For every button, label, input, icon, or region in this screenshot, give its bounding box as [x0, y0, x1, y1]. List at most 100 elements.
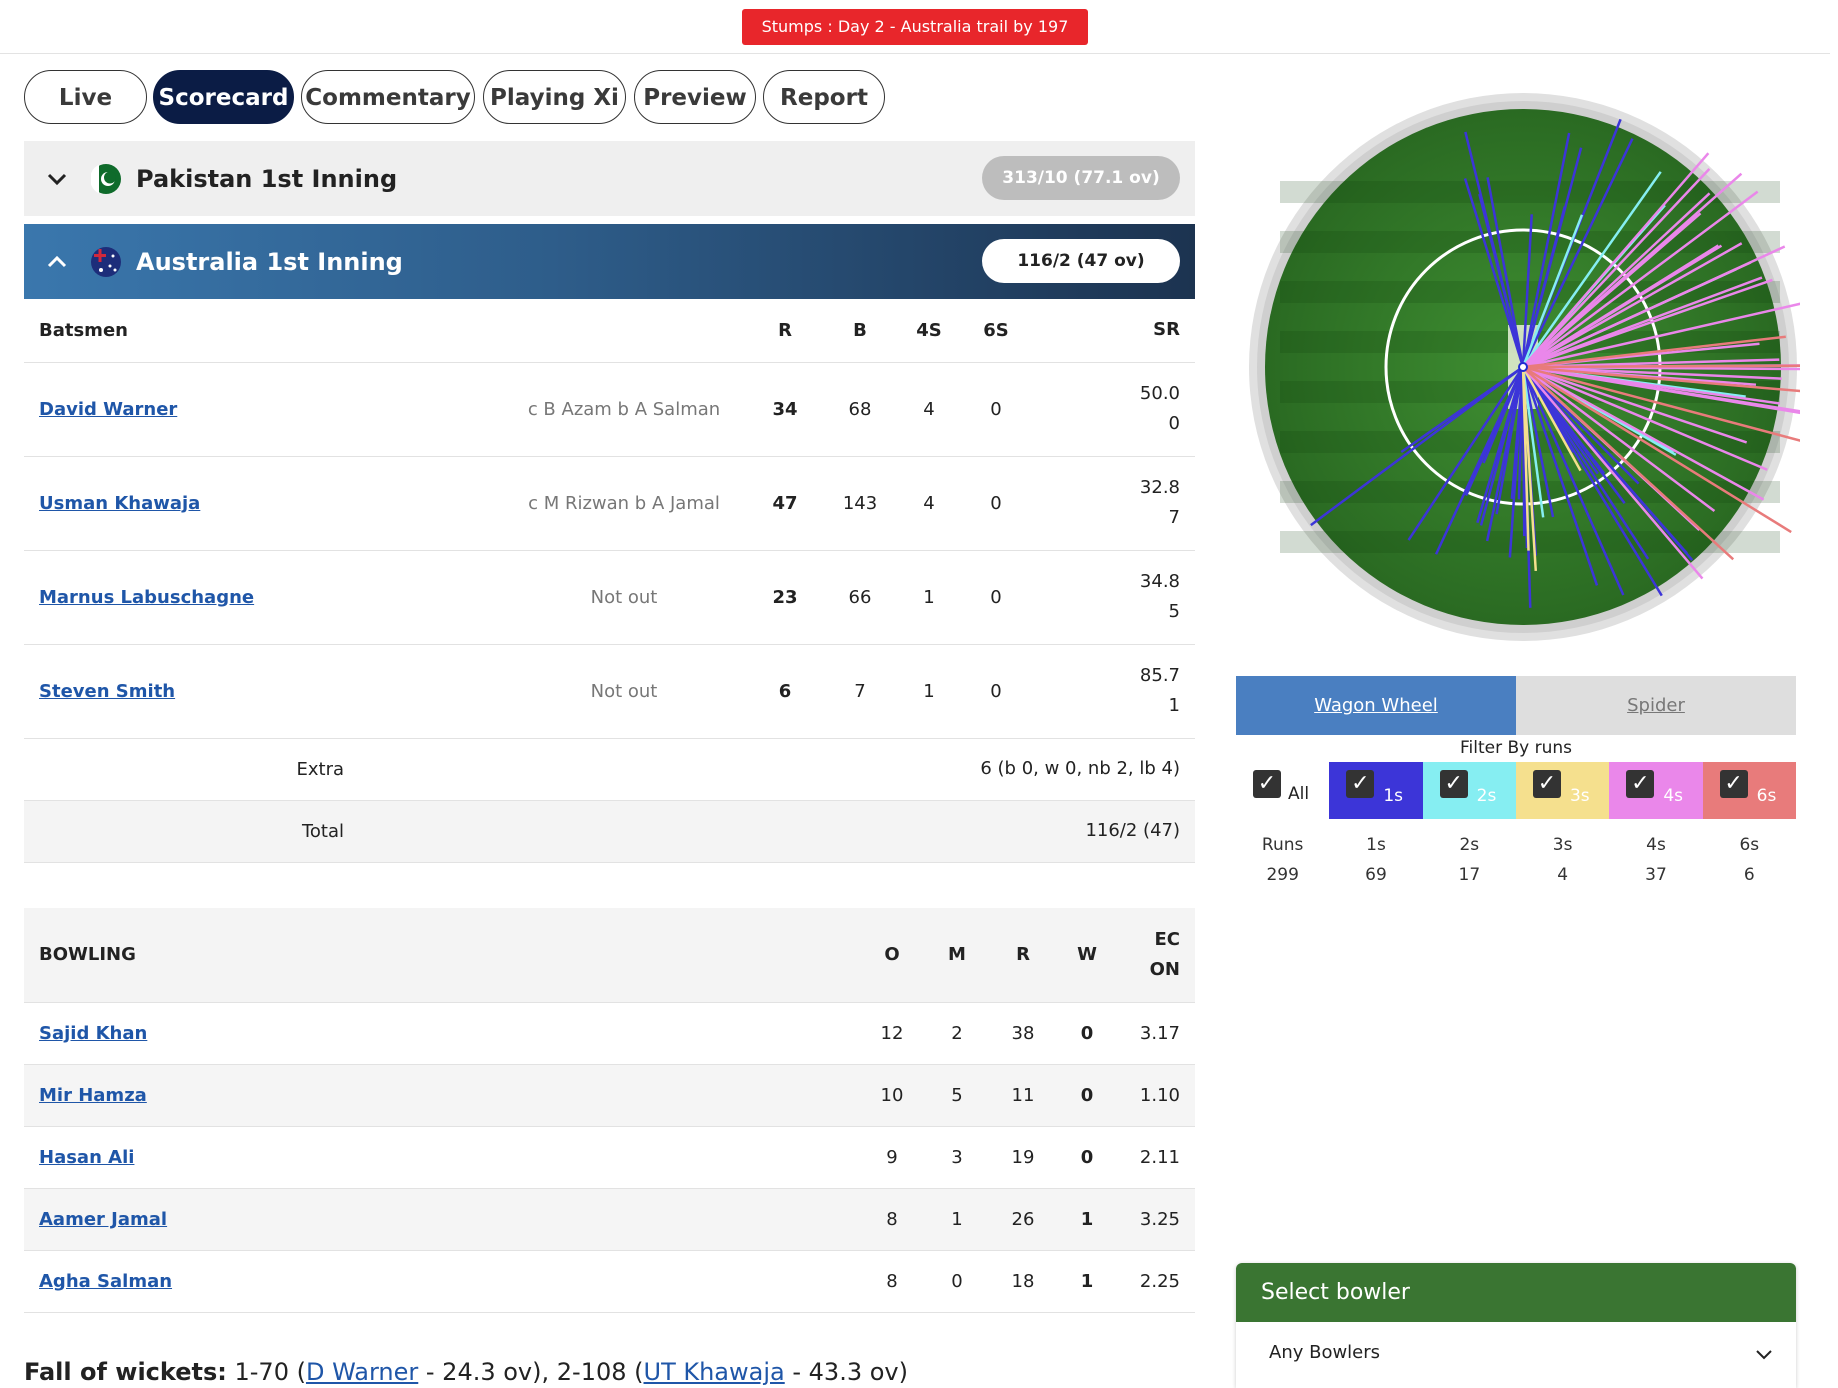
shot-line — [1522, 302, 1800, 369]
fow-player-link[interactable]: D Warner — [305, 1358, 419, 1386]
runs-cell: 18 — [1011, 1270, 1035, 1292]
chevron-down-icon — [47, 173, 67, 185]
economy-cell: 2.25 — [1139, 1270, 1180, 1292]
filter-6s[interactable]: ✓ 6s — [1702, 762, 1796, 819]
bowler-row: Aamer Jamal 8 1 26 1 3.25 — [24, 1188, 1195, 1250]
chevron-up-icon — [47, 255, 67, 267]
checkbox-checked-icon[interactable]: ✓ — [1253, 770, 1281, 798]
bowler-name-link[interactable]: Aamer Jamal — [39, 1208, 168, 1230]
tab-report[interactable]: Report — [763, 70, 885, 124]
shot-line — [1495, 366, 1525, 515]
batting-header-row: Batsmen R B 4S 6S SR — [24, 299, 1195, 362]
checkbox-checked-icon[interactable]: ✓ — [1346, 770, 1375, 798]
filter-label: All — [1288, 784, 1310, 804]
strike-rate-cell: 32.8 7 — [1139, 477, 1180, 528]
economy-cell: 3.17 — [1139, 1022, 1180, 1044]
dismissal-text: c M Rizwan b A Jamal — [528, 492, 720, 514]
wickets-header: W — [1077, 944, 1097, 966]
tab-preview[interactable]: Preview — [634, 70, 756, 124]
filter-2s[interactable]: ✓ 2s — [1422, 762, 1516, 819]
bowling-header: BOWLING — [39, 944, 136, 966]
maidens-cell: 3 — [951, 1146, 963, 1168]
batsman-row: Steven Smith Not out 6 7 1 0 85.7 1 — [24, 644, 1195, 738]
match-status-banner: Stumps : Day 2 - Australia trail by 197 … — [742, 9, 1088, 72]
filter-label: 2s — [1476, 786, 1497, 806]
fow-player-link[interactable]: UT Khawaja — [643, 1358, 785, 1386]
spider-tab[interactable]: Spider — [1516, 676, 1796, 735]
filter-title: Filter By runs — [1459, 738, 1573, 758]
wagon-wheel-tab[interactable]: Wagon Wheel — [1236, 676, 1516, 735]
wagon-wheel-graphic — [1249, 93, 1800, 641]
tab-playing-xi[interactable]: Playing Xi — [483, 70, 626, 124]
bowler-dropdown-value: Any Bowlers — [1269, 1342, 1381, 1363]
inning-score-badge: 116/2 (47 ov) — [982, 239, 1180, 283]
bowler-name-link[interactable]: Hasan Ali — [39, 1146, 135, 1168]
runs-cell: 6 — [778, 680, 792, 702]
batsman-name-link[interactable]: Marnus Labuschagne — [39, 586, 255, 608]
wickets-cell: 1 — [1080, 1270, 1094, 1292]
inning-header-pakistan[interactable]: Pakistan 1st Inning 313/10 (77.1 ov) — [24, 141, 1195, 216]
extras-row: Extra 6 (b 0, w 0, nb 2, lb 4) — [24, 738, 1195, 800]
checkbox-checked-icon[interactable]: ✓ — [1439, 770, 1468, 798]
shot-line — [1522, 366, 1704, 580]
stat-6s: 6s 6 — [1739, 835, 1760, 885]
economy-header: EC ON — [1149, 928, 1180, 980]
checkbox-checked-icon[interactable]: ✓ — [1719, 770, 1748, 798]
bowler-row: Hasan Ali 9 3 19 0 2.11 — [24, 1126, 1195, 1188]
fow-text-2: - 24.3 ov), 2-108 ( — [418, 1358, 644, 1386]
filter-label: 1s — [1383, 786, 1404, 806]
dismissal-text: c B Azam b A Salman — [527, 398, 721, 420]
filter-1s[interactable]: ✓ 1s — [1329, 762, 1423, 819]
strike-rate-cell: 85.7 1 — [1139, 665, 1180, 716]
bowler-name-link[interactable]: Agha Salman — [39, 1270, 173, 1292]
balls-cell: 66 — [848, 586, 872, 608]
batsman-name-link[interactable]: David Warner — [39, 398, 178, 420]
tab-commentary[interactable]: Commentary — [301, 70, 475, 124]
bowler-name-link[interactable]: Mir Hamza — [39, 1084, 147, 1106]
shot-line — [1521, 366, 1545, 518]
shot-line — [1522, 244, 1719, 369]
runs-cell: 23 — [772, 586, 798, 608]
balls-cell: 68 — [848, 398, 872, 420]
total-row: Total 116/2 (47) — [24, 800, 1195, 862]
shot-line — [1521, 366, 1625, 596]
filter-4s[interactable]: ✓ 4s — [1609, 762, 1703, 819]
shot-line — [1522, 167, 1711, 368]
batsman-name-link[interactable]: Usman Khawaja — [39, 492, 201, 514]
wickets-cell: 1 — [1080, 1208, 1094, 1230]
runs-cell: 19 — [1011, 1146, 1035, 1168]
overs-cell: 8 — [886, 1270, 898, 1292]
bowling-header-row: BOWLING O M R W EC ON — [24, 908, 1195, 1002]
maidens-cell: 0 — [951, 1270, 963, 1292]
inning-title: Australia 1st Inning — [136, 247, 403, 276]
wagon-wheel-shots — [1310, 118, 1800, 608]
shot-line — [1476, 366, 1525, 524]
batsman-name-link[interactable]: Steven Smith — [39, 680, 176, 702]
shot-line — [1522, 335, 1786, 369]
overs-cell: 8 — [886, 1208, 898, 1230]
filter-all[interactable]: ✓ All — [1236, 762, 1329, 819]
fours-cell: 4 — [923, 492, 935, 514]
select-bowler-title: Select bowler — [1236, 1263, 1796, 1322]
inning-header-australia[interactable]: Australia 1st Inning 116/2 (47 ov) — [24, 224, 1195, 299]
shot-line — [1522, 365, 1768, 471]
bowler-name-link[interactable]: Sajid Khan — [39, 1022, 148, 1044]
pakistan-flag-icon — [91, 163, 121, 194]
tab-scorecard[interactable]: Scorecard — [153, 70, 294, 124]
checkbox-checked-icon[interactable]: ✓ — [1532, 770, 1561, 798]
runs-cell: 26 — [1011, 1208, 1035, 1230]
checkbox-checked-icon[interactable]: ✓ — [1626, 770, 1655, 798]
fall-of-wickets-label: Fall of wickets: — [24, 1358, 227, 1386]
bowler-dropdown[interactable]: Any Bowlers — [1236, 1322, 1796, 1384]
batting-table: Batsmen R B 4S 6S SR David Warner c B Az… — [24, 299, 1195, 863]
filter-3s[interactable]: ✓ 3s — [1515, 762, 1610, 819]
filter-label: 3s — [1569, 786, 1590, 806]
shot-line — [1310, 365, 1524, 527]
filter-label: 6s — [1756, 786, 1777, 806]
shot-line — [1434, 366, 1525, 555]
shot-line — [1522, 365, 1800, 442]
tab-live[interactable]: Live — [24, 70, 147, 124]
shot-line — [1521, 366, 1555, 518]
sixes-cell: 0 — [990, 680, 1002, 702]
select-bowler-panel: Select bowler Any Bowlers — [1236, 1263, 1796, 1388]
